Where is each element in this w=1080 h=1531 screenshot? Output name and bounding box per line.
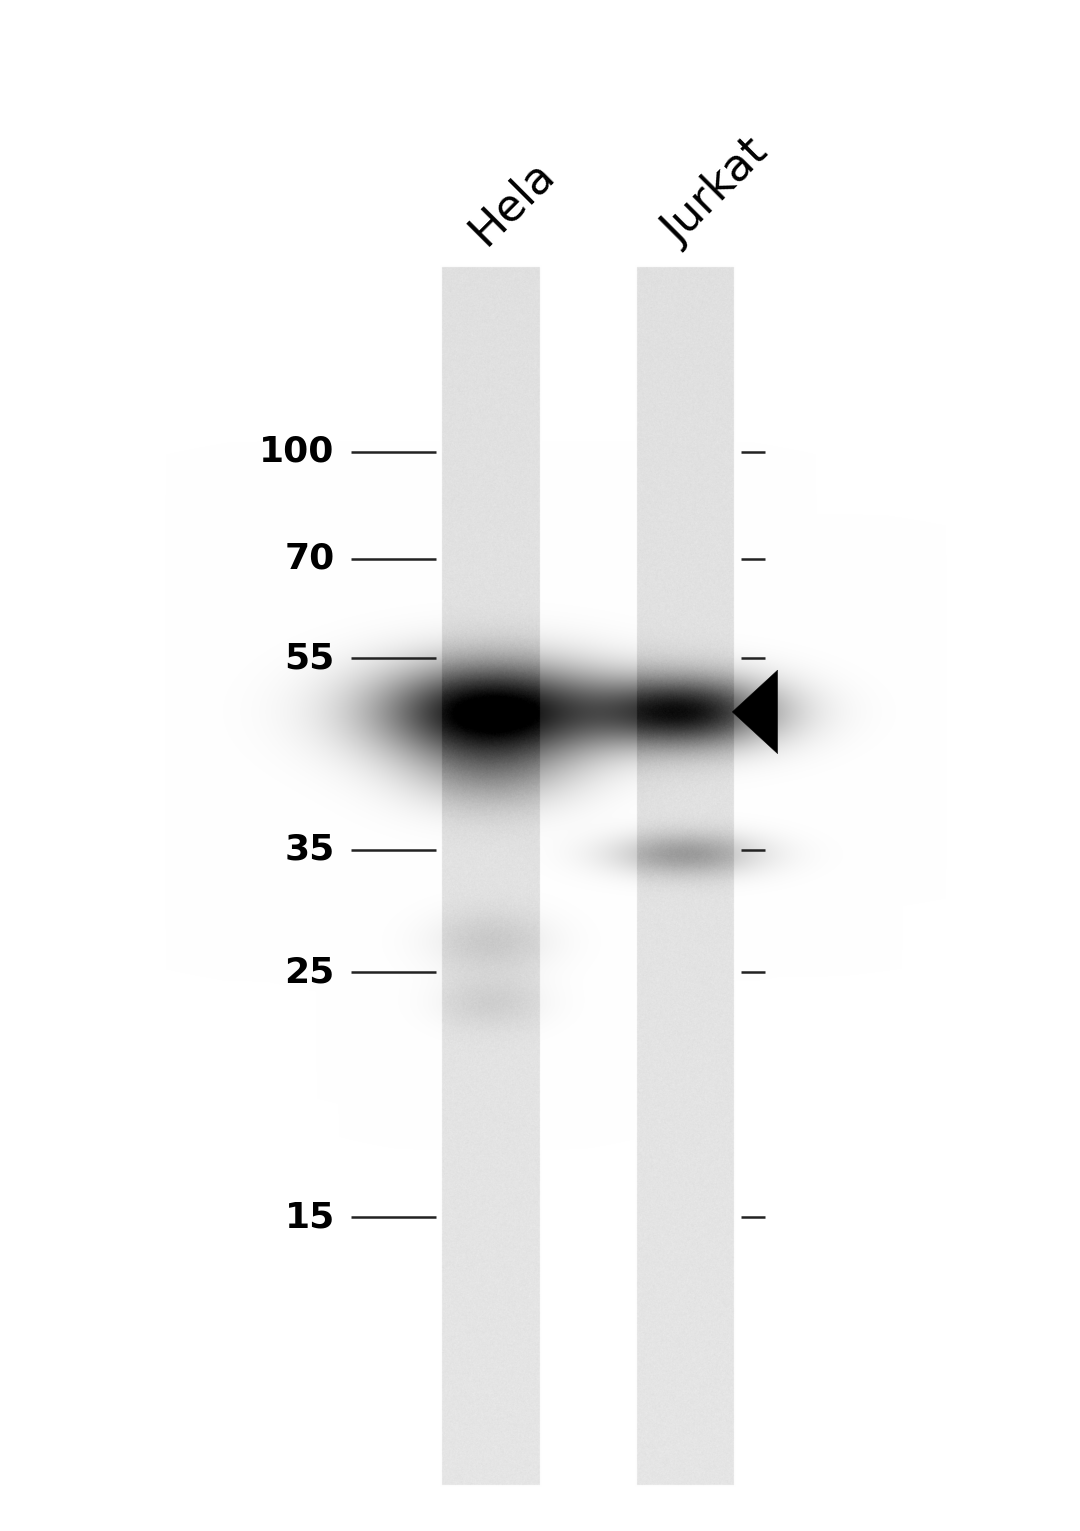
Text: 100: 100 (259, 435, 335, 468)
Text: 35: 35 (284, 833, 335, 867)
Text: Jurkat: Jurkat (656, 130, 778, 253)
Text: Hela: Hela (461, 152, 563, 253)
Text: 70: 70 (284, 542, 335, 576)
Text: 25: 25 (284, 955, 335, 989)
Text: 15: 15 (284, 1200, 335, 1234)
Text: 55: 55 (284, 641, 335, 675)
Polygon shape (732, 671, 778, 753)
